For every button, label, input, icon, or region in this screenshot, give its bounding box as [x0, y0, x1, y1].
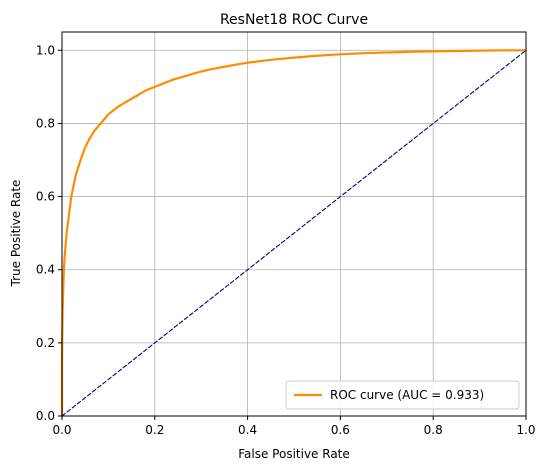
y-tick-label: 0.8	[36, 116, 55, 130]
x-tick-label: 0.4	[238, 423, 257, 437]
legend: ROC curve (AUC = 0.933)	[285, 380, 520, 410]
y-axis-ticks: 0.0 0.2 0.4 0.6 0.8 1.0	[36, 43, 62, 423]
y-tick-label: 0.4	[36, 263, 55, 277]
legend-label: ROC curve (AUC = 0.933)	[330, 388, 484, 402]
chart-title: ResNet18 ROC Curve	[220, 12, 368, 28]
y-tick-label: 0.6	[36, 190, 55, 204]
plot-frame	[61, 31, 527, 417]
legend-box	[285, 380, 520, 410]
x-tick-label: 0.6	[331, 423, 350, 437]
x-axis-ticks: 0.0 0.2 0.4 0.6 0.8 1.0	[52, 416, 536, 437]
series-layer	[60, 49, 528, 418]
x-tick-label: 0.8	[424, 423, 443, 437]
y-tick-label: 0.0	[36, 409, 55, 423]
grid-lines	[61, 32, 527, 417]
chance-diagonal-line	[61, 49, 527, 417]
y-tick-label: 1.0	[36, 43, 55, 57]
x-tick-label: 0.2	[145, 423, 164, 437]
x-tick-label: 0.0	[52, 423, 71, 437]
roc-curve-line	[60, 49, 528, 418]
x-axis-label: False Positive Rate	[238, 447, 350, 461]
y-tick-label: 0.2	[36, 336, 55, 350]
y-axis-label: True Positive Rate	[9, 180, 23, 288]
x-tick-label: 1.0	[516, 423, 535, 437]
